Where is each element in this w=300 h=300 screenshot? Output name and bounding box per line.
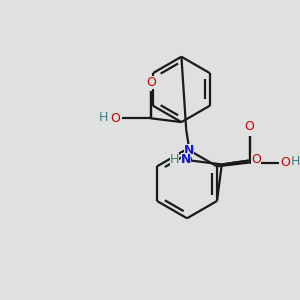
Text: O: O — [147, 76, 157, 89]
Text: O: O — [251, 153, 261, 166]
Text: O: O — [244, 120, 254, 134]
Text: H: H — [170, 153, 179, 166]
Text: N: N — [184, 143, 194, 157]
Text: H: H — [99, 111, 108, 124]
Text: H: H — [291, 155, 300, 168]
Text: O: O — [110, 112, 120, 125]
Text: N: N — [181, 153, 191, 166]
Text: O: O — [280, 156, 290, 169]
